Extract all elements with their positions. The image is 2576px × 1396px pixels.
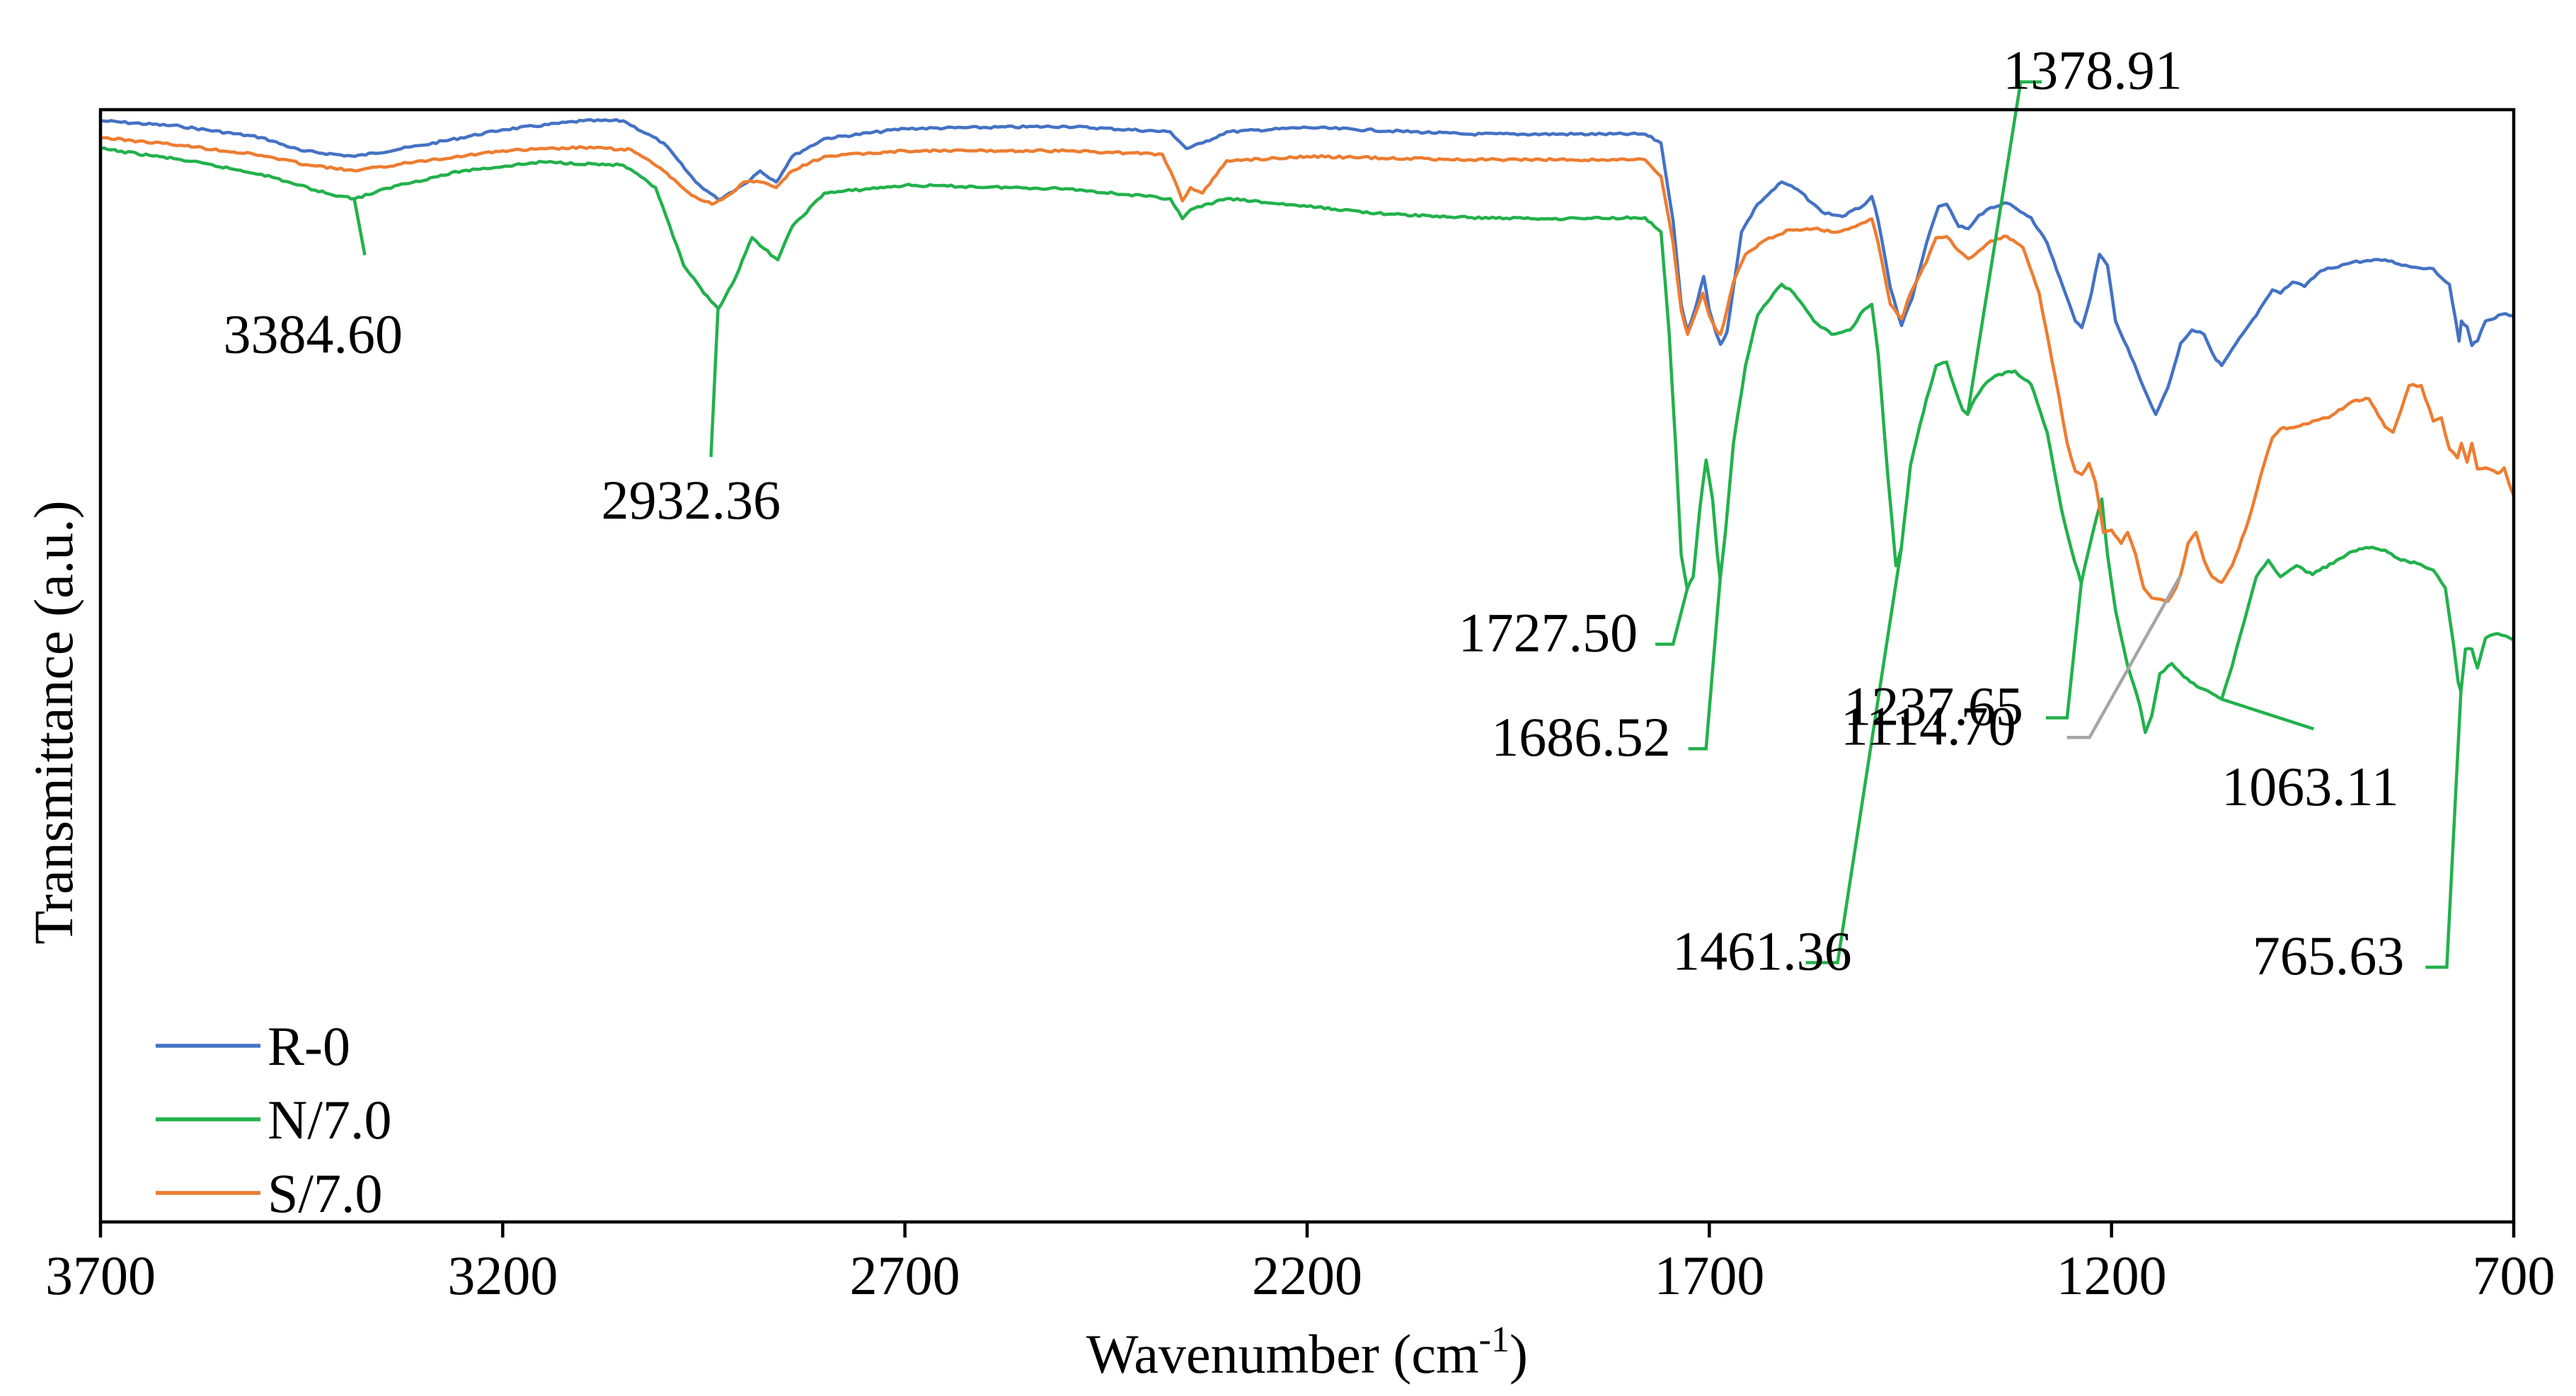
series-line-s-7-0	[100, 136, 2516, 604]
peak-leader-line	[1966, 80, 2042, 415]
peak-label: 1063.11	[2221, 756, 2399, 817]
x-axis-label-superscript: -1	[1479, 1320, 1510, 1360]
x-tick-label: 1700	[1654, 1245, 1764, 1306]
peak-label: 1461.36	[1672, 921, 1852, 982]
series-layer	[100, 117, 2516, 734]
x-tick-label: 2700	[850, 1245, 960, 1306]
peak-leader-line	[1688, 579, 1722, 751]
peak-label: 1237.65	[1844, 676, 2023, 737]
peak-label: 1727.50	[1459, 602, 1638, 664]
series-line-r-0	[100, 117, 2514, 416]
peak-leader-line	[2221, 698, 2314, 731]
peak-label: 765.63	[2253, 925, 2405, 986]
legend: R-0 N/7.0 S/7.0	[156, 1015, 392, 1224]
peak-leader-line	[2045, 583, 2083, 720]
x-tick-label: 1200	[2057, 1245, 2167, 1306]
x-tick-label: 3200	[447, 1245, 558, 1306]
peak-leader-line	[1805, 548, 1903, 964]
peak-label: 1114.70	[1841, 695, 2016, 756]
peak-leader-line	[352, 198, 367, 256]
series-line-n-7-0	[100, 146, 2515, 734]
peak-leader-line	[2425, 691, 2463, 969]
peak-leader-line	[1655, 588, 1689, 646]
peak-leader-line	[709, 308, 720, 458]
annotation-layer: 3384.60 2932.36 1727.50 1686.52 1461.36 1378.…	[224, 40, 2463, 986]
legend-label: N/7.0	[268, 1089, 392, 1150]
peak-label: 1378.91	[2003, 40, 2183, 101]
x-axis-ticks: 3700 3200 2700 2200 1700 1200 700	[45, 1222, 2555, 1306]
peak-label: 3384.60	[224, 304, 403, 365]
peak-label: 1686.52	[1491, 706, 1671, 768]
x-tick-label: 700	[2473, 1245, 2555, 1306]
peak-label: 2932.36	[602, 469, 781, 531]
x-tick-label: 3700	[45, 1245, 156, 1306]
x-axis-label: Wavenumber (cm-1)	[1086, 1320, 1528, 1385]
legend-label: R-0	[268, 1015, 350, 1077]
legend-label: S/7.0	[268, 1163, 383, 1224]
x-tick-label: 2200	[1252, 1245, 1362, 1306]
peak-leader-line	[2066, 575, 2182, 739]
x-axis-label-main: Wavenumber (cm	[1086, 1323, 1479, 1385]
y-axis-label: Transmittance (a.u.)	[23, 500, 84, 944]
x-axis-label-tail: )	[1510, 1323, 1528, 1385]
